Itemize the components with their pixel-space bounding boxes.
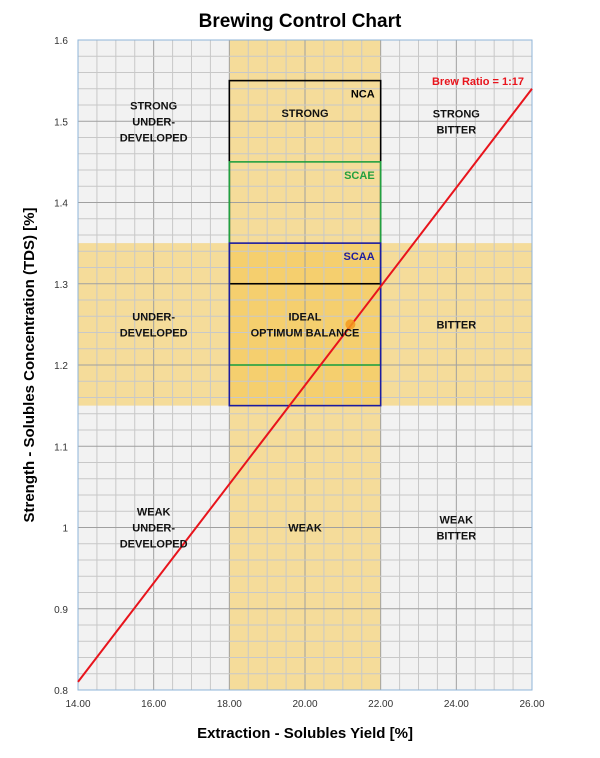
x-tick-label: 22.00 <box>368 699 393 710</box>
y-axis-label: Strength - Solubles Concentration (TDS) … <box>21 208 38 523</box>
region-label: WEAK <box>137 507 171 519</box>
y-tick-label: 1.3 <box>54 280 68 291</box>
region-label: IDEAL <box>289 311 322 323</box>
region-label: OPTIMUM BALANCE <box>251 327 360 339</box>
region-label: BITTER <box>436 124 476 136</box>
region-label: UNDER- <box>132 523 175 535</box>
brew-ratio-line <box>77 88 533 683</box>
y-tick-label: 1.2 <box>54 361 68 372</box>
x-tick-label: 24.00 <box>444 699 469 710</box>
region-label: DEVELOPED <box>120 327 188 339</box>
region-label: BITTER <box>436 531 476 543</box>
region-label: DEVELOPED <box>120 132 188 144</box>
x-axis-label: Extraction - Solubles Yield [%] <box>197 725 413 742</box>
x-tick-label: 26.00 <box>519 699 544 710</box>
standard-box-scaa <box>228 242 382 407</box>
x-tick-label: 20.00 <box>292 699 317 710</box>
region-label: STRONG <box>281 108 328 120</box>
standard-label-nca: NCA <box>351 89 375 101</box>
y-tick-label: 1.6 <box>54 36 68 47</box>
region-label: UNDER- <box>132 311 175 323</box>
brew-point <box>345 319 356 330</box>
x-tick-label: 18.00 <box>217 699 242 710</box>
region-label: STRONG <box>433 108 480 120</box>
chart-title: Brewing Control Chart <box>199 11 402 32</box>
standard-label-scae: SCAE <box>344 170 375 182</box>
plot-border <box>77 39 533 691</box>
y-tick-label: 1 <box>62 524 68 535</box>
y-tick-label: 0.8 <box>54 686 68 697</box>
region-label: DEVELOPED <box>120 539 188 551</box>
region-label: UNDER- <box>132 116 175 128</box>
standard-label-scaa: SCAA <box>343 251 374 263</box>
region-label: STRONG <box>130 100 177 112</box>
y-tick-label: 1.5 <box>54 117 68 128</box>
y-tick-label: 0.9 <box>54 605 68 616</box>
x-tick-label: 14.00 <box>65 699 90 710</box>
x-tick-label: 16.00 <box>141 699 166 710</box>
brew-ratio-label: Brew Ratio = 1:17 <box>432 76 524 88</box>
y-tick-label: 1.4 <box>54 199 68 210</box>
region-label: WEAK <box>288 523 322 535</box>
y-tick-label: 1.1 <box>54 442 68 453</box>
region-label: BITTER <box>436 319 476 331</box>
region-label: WEAK <box>440 515 474 527</box>
